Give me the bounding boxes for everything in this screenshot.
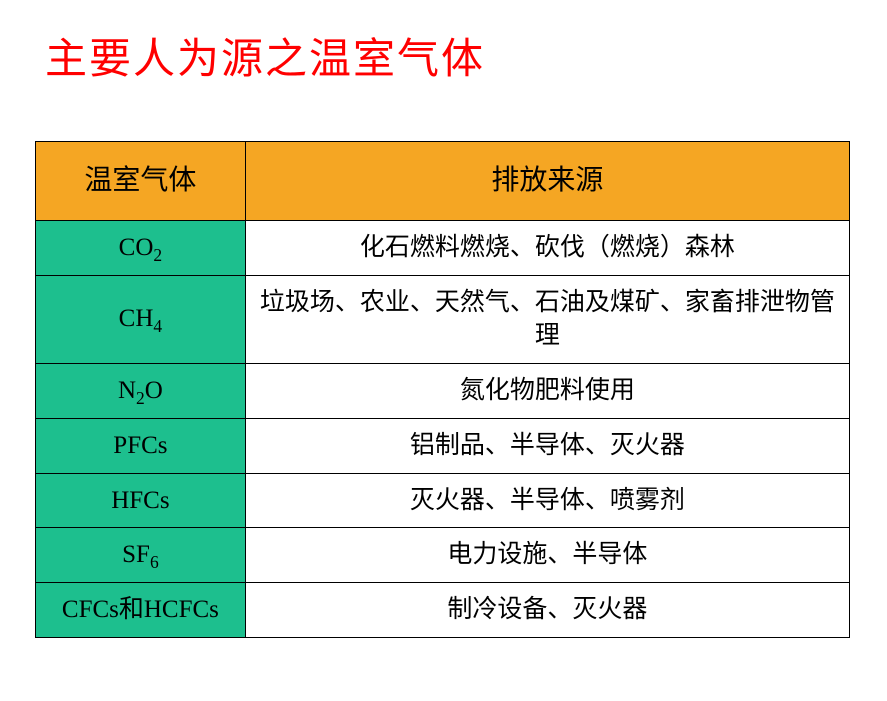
gas-text: CFCs和HCFCs <box>62 596 219 623</box>
gas-cell: SF6 <box>36 528 246 583</box>
source-cell: 铝制品、半导体、灭火器 <box>245 418 849 473</box>
page-title: 主要人为源之温室气体 <box>45 25 852 86</box>
gas-sub: 4 <box>153 316 162 336</box>
ghg-table: 温室气体 排放来源 CO2 化石燃料燃烧、砍伐（燃烧）森林 CH4 垃圾场、农业… <box>35 141 850 638</box>
source-cell: 垃圾场、农业、天然气、石油及煤矿、家畜排泄物管理 <box>245 275 849 364</box>
source-cell: 制冷设备、灭火器 <box>245 583 849 638</box>
source-cell: 电力设施、半导体 <box>245 528 849 583</box>
gas-text: HFCs <box>111 487 169 514</box>
gas-cell: HFCs <box>36 473 246 528</box>
gas-cell: CO2 <box>36 220 246 275</box>
gas-sub: 6 <box>150 552 159 572</box>
table-body: CO2 化石燃料燃烧、砍伐（燃烧）森林 CH4 垃圾场、农业、天然气、石油及煤矿… <box>36 220 850 637</box>
gas-text: SF <box>122 541 150 568</box>
gas-text: PFCs <box>113 432 167 459</box>
gas-text: CH <box>119 305 154 332</box>
source-cell: 氮化物肥料使用 <box>245 364 849 419</box>
col-header-gas: 温室气体 <box>36 142 246 221</box>
table-row: N2O 氮化物肥料使用 <box>36 364 850 419</box>
gas-sub: 2 <box>153 245 162 265</box>
gas-cell: CH4 <box>36 275 246 364</box>
gas-post: O <box>145 377 163 404</box>
table-row: PFCs 铝制品、半导体、灭火器 <box>36 418 850 473</box>
source-cell: 化石燃料燃烧、砍伐（燃烧）森林 <box>245 220 849 275</box>
gas-cell: PFCs <box>36 418 246 473</box>
table-header-row: 温室气体 排放来源 <box>36 142 850 221</box>
col-header-source: 排放来源 <box>245 142 849 221</box>
table-row: SF6 电力设施、半导体 <box>36 528 850 583</box>
source-cell: 灭火器、半导体、喷雾剂 <box>245 473 849 528</box>
table-row: HFCs 灭火器、半导体、喷雾剂 <box>36 473 850 528</box>
table-row: CFCs和HCFCs 制冷设备、灭火器 <box>36 583 850 638</box>
table-row: CH4 垃圾场、农业、天然气、石油及煤矿、家畜排泄物管理 <box>36 275 850 364</box>
gas-sub: 2 <box>136 388 145 408</box>
gas-text: N <box>118 377 136 404</box>
gas-cell: CFCs和HCFCs <box>36 583 246 638</box>
gas-cell: N2O <box>36 364 246 419</box>
table-row: CO2 化石燃料燃烧、砍伐（燃烧）森林 <box>36 220 850 275</box>
gas-text: CO <box>119 234 154 261</box>
